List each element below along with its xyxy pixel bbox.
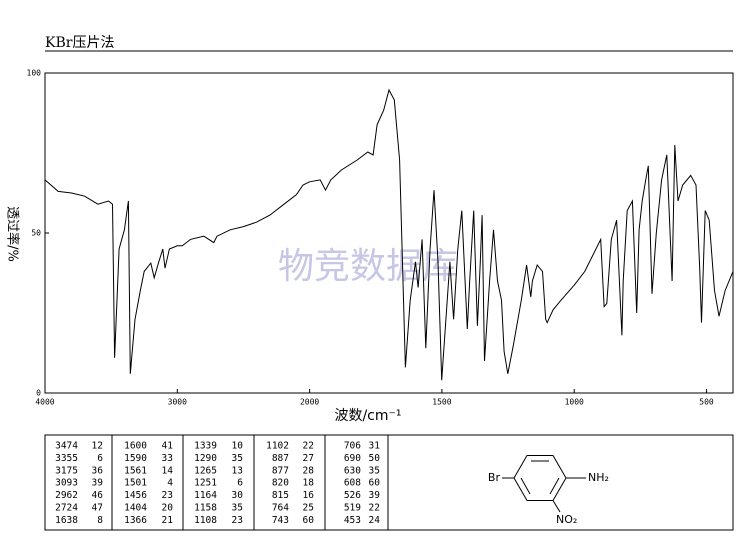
peak-wavenumber: 1638 bbox=[55, 515, 78, 526]
peak-wavenumber: 820 bbox=[272, 478, 289, 489]
peak-transmittance: 31 bbox=[369, 441, 381, 452]
y-tick-label: 100 bbox=[27, 69, 42, 78]
peak-transmittance: 21 bbox=[162, 515, 174, 526]
peak-transmittance: 22 bbox=[369, 503, 380, 514]
peak-wavenumber: 1164 bbox=[194, 490, 217, 501]
peak-transmittance: 4 bbox=[167, 478, 173, 489]
substituent-label: NO₂ bbox=[556, 513, 577, 526]
watermark: 物竞数据库 bbox=[278, 246, 458, 287]
x-tick-label: 4000 bbox=[35, 398, 54, 407]
peak-wavenumber: 608 bbox=[344, 478, 361, 489]
peak-wavenumber: 519 bbox=[344, 503, 361, 514]
peak-wavenumber: 3175 bbox=[55, 465, 78, 476]
peak-transmittance: 41 bbox=[162, 441, 174, 452]
y-axis-label: 透过率/% bbox=[5, 206, 21, 262]
peak-transmittance: 35 bbox=[232, 453, 243, 464]
peak-wavenumber: 2724 bbox=[55, 503, 78, 514]
substituent-label: Br bbox=[488, 471, 501, 484]
peak-wavenumber: 2962 bbox=[55, 490, 78, 501]
peak-wavenumber: 1158 bbox=[194, 503, 217, 514]
peak-transmittance: 14 bbox=[162, 465, 174, 476]
peak-wavenumber: 1456 bbox=[124, 490, 147, 501]
peak-transmittance: 39 bbox=[369, 490, 381, 501]
peak-transmittance: 39 bbox=[92, 478, 104, 489]
peak-transmittance: 23 bbox=[232, 515, 243, 526]
peak-wavenumber: 453 bbox=[344, 515, 361, 526]
peak-transmittance: 47 bbox=[92, 503, 103, 514]
peak-wavenumber: 1366 bbox=[124, 515, 147, 526]
peak-transmittance: 28 bbox=[303, 465, 315, 476]
plot-frame bbox=[44, 72, 734, 394]
peak-wavenumber: 3474 bbox=[55, 441, 78, 452]
peak-transmittance: 27 bbox=[303, 453, 314, 464]
peak-wavenumber: 526 bbox=[344, 490, 361, 501]
peak-transmittance: 46 bbox=[92, 490, 104, 501]
peak-wavenumber: 1600 bbox=[124, 441, 147, 452]
peak-transmittance: 8 bbox=[97, 515, 103, 526]
x-tick-label: 1500 bbox=[432, 398, 451, 407]
peak-wavenumber: 706 bbox=[344, 441, 361, 452]
peak-transmittance: 12 bbox=[92, 441, 103, 452]
peak-wavenumber: 1290 bbox=[194, 453, 217, 464]
x-axis-label: 波数/cm⁻¹ bbox=[334, 408, 401, 424]
peak-wavenumber: 3355 bbox=[55, 453, 78, 464]
peak-transmittance: 13 bbox=[232, 465, 243, 476]
x-tick-label: 3000 bbox=[168, 398, 187, 407]
peak-transmittance: 16 bbox=[303, 490, 315, 501]
peak-wavenumber: 1561 bbox=[124, 465, 147, 476]
y-tick-label: 0 bbox=[36, 389, 41, 398]
benzene-ring bbox=[502, 455, 586, 513]
peak-table-frame bbox=[44, 434, 734, 531]
peak-wavenumber: 877 bbox=[272, 465, 289, 476]
peak-transmittance: 35 bbox=[369, 465, 380, 476]
peak-transmittance: 30 bbox=[232, 490, 244, 501]
peak-wavenumber: 887 bbox=[272, 453, 289, 464]
peak-wavenumber: 630 bbox=[344, 465, 361, 476]
peak-transmittance: 22 bbox=[303, 441, 314, 452]
x-tick-label: 1000 bbox=[565, 398, 584, 407]
peak-transmittance: 35 bbox=[232, 503, 243, 514]
peak-wavenumber: 743 bbox=[272, 515, 289, 526]
method-title: KBr压片法 bbox=[45, 35, 114, 51]
peak-transmittance: 23 bbox=[162, 490, 173, 501]
y-tick-label: 50 bbox=[31, 229, 41, 238]
peak-transmittance: 20 bbox=[162, 503, 174, 514]
peak-wavenumber: 1339 bbox=[194, 441, 217, 452]
peak-transmittance: 50 bbox=[369, 453, 381, 464]
peak-wavenumber: 1108 bbox=[194, 515, 217, 526]
peak-transmittance: 36 bbox=[92, 465, 104, 476]
peak-transmittance: 6 bbox=[97, 453, 103, 464]
peak-wavenumber: 1501 bbox=[124, 478, 147, 489]
peak-wavenumber: 815 bbox=[272, 490, 289, 501]
peak-transmittance: 6 bbox=[237, 478, 243, 489]
peak-transmittance: 18 bbox=[303, 478, 315, 489]
peak-wavenumber: 690 bbox=[344, 453, 361, 464]
substituent-label: NH₂ bbox=[588, 471, 609, 484]
peak-transmittance: 60 bbox=[303, 515, 315, 526]
peak-transmittance: 24 bbox=[369, 515, 381, 526]
peak-wavenumber: 3093 bbox=[55, 478, 78, 489]
peak-transmittance: 10 bbox=[232, 441, 244, 452]
peak-wavenumber: 1251 bbox=[194, 478, 217, 489]
x-tick-label: 500 bbox=[699, 398, 714, 407]
peak-transmittance: 60 bbox=[369, 478, 381, 489]
peak-wavenumber: 1102 bbox=[266, 441, 289, 452]
x-tick-label: 2000 bbox=[300, 398, 319, 407]
spectrum-line bbox=[44, 88, 734, 381]
peak-wavenumber: 1590 bbox=[124, 453, 147, 464]
peak-wavenumber: 764 bbox=[272, 503, 289, 514]
peak-wavenumber: 1265 bbox=[194, 465, 217, 476]
peak-transmittance: 25 bbox=[303, 503, 314, 514]
peak-wavenumber: 1404 bbox=[124, 503, 147, 514]
peak-transmittance: 33 bbox=[162, 453, 173, 464]
